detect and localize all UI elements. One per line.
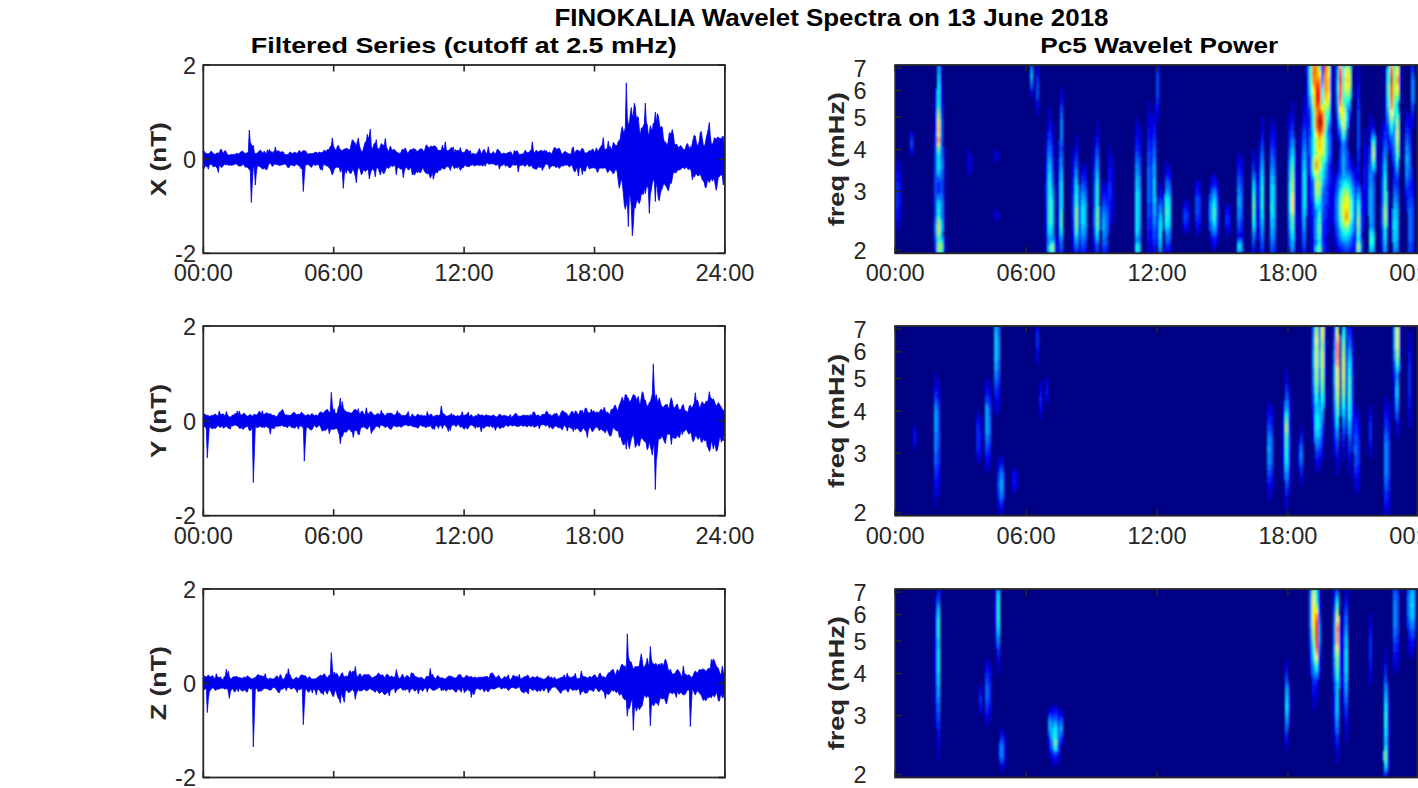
svg-text:FINOKALIA Wavelet Spectra on 1: FINOKALIA Wavelet Spectra on 13 June 201… — [555, 5, 1109, 31]
svg-text:18:00: 18:00 — [1258, 523, 1317, 549]
svg-text:00:00: 00:00 — [174, 523, 233, 549]
svg-text:2: 2 — [853, 762, 866, 788]
svg-text:18:00: 18:00 — [565, 260, 624, 286]
svg-text:12:00: 12:00 — [435, 523, 494, 549]
svg-text:06:00: 06:00 — [997, 523, 1056, 549]
svg-text:Z (nT): Z (nT) — [146, 646, 171, 720]
svg-text:12:00: 12:00 — [1128, 523, 1187, 549]
svg-text:2: 2 — [183, 53, 196, 79]
svg-text:0: 0 — [183, 147, 196, 173]
svg-text:2: 2 — [183, 314, 196, 340]
svg-text:freq (mHz): freq (mHz) — [824, 354, 849, 488]
svg-text:X (nT): X (nT) — [146, 122, 171, 196]
svg-text:Filtered Series (cutoff at 2.5: Filtered Series (cutoff at 2.5 mHz) — [251, 33, 677, 58]
svg-text:2: 2 — [853, 500, 866, 526]
svg-text:7: 7 — [853, 317, 866, 343]
svg-text:06:00: 06:00 — [304, 523, 363, 549]
svg-text:00:00: 00:00 — [1389, 523, 1418, 549]
svg-text:4: 4 — [853, 137, 866, 163]
svg-text:7: 7 — [853, 580, 866, 606]
svg-text:4: 4 — [853, 399, 866, 425]
svg-text:3: 3 — [853, 179, 866, 205]
svg-text:24:00: 24:00 — [695, 523, 754, 549]
svg-text:-2: -2 — [175, 765, 196, 788]
svg-text:4: 4 — [853, 661, 866, 687]
svg-text:06:00: 06:00 — [997, 260, 1056, 286]
svg-text:00:00: 00:00 — [1389, 260, 1418, 286]
svg-text:5: 5 — [853, 105, 866, 131]
svg-text:00:00: 00:00 — [174, 260, 233, 286]
svg-text:00:00: 00:00 — [866, 260, 925, 286]
svg-text:5: 5 — [853, 629, 866, 655]
svg-text:freq (mHz): freq (mHz) — [824, 616, 849, 750]
svg-text:00:00: 00:00 — [866, 523, 925, 549]
svg-text:3: 3 — [853, 441, 866, 467]
svg-text:12:00: 12:00 — [435, 260, 494, 286]
svg-text:6: 6 — [853, 78, 866, 104]
svg-text:freq (mHz): freq (mHz) — [824, 92, 849, 226]
svg-text:Y (nT): Y (nT) — [146, 384, 171, 458]
svg-text:3: 3 — [853, 703, 866, 729]
svg-text:24:00: 24:00 — [695, 260, 754, 286]
svg-text:6: 6 — [853, 339, 866, 365]
svg-text:6: 6 — [853, 602, 866, 628]
svg-text:0: 0 — [183, 409, 196, 435]
svg-text:2: 2 — [853, 238, 866, 264]
svg-text:12:00: 12:00 — [1128, 260, 1187, 286]
svg-text:18:00: 18:00 — [1258, 260, 1317, 286]
svg-text:06:00: 06:00 — [304, 260, 363, 286]
svg-text:Pc5 Wavelet Power: Pc5 Wavelet Power — [1040, 33, 1279, 58]
svg-text:5: 5 — [853, 366, 866, 392]
svg-text:2: 2 — [183, 577, 196, 603]
svg-text:0: 0 — [183, 671, 196, 697]
svg-text:7: 7 — [853, 56, 866, 82]
svg-text:18:00: 18:00 — [565, 523, 624, 549]
